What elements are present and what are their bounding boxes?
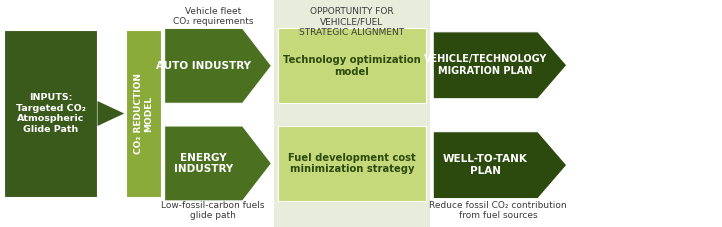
- Polygon shape: [165, 126, 271, 201]
- Text: Low-fossil-carbon fuels
glide path: Low-fossil-carbon fuels glide path: [161, 201, 265, 220]
- Polygon shape: [165, 28, 271, 103]
- Text: VEHICLE/TECHNOLOGY
MIGRATION PLAN: VEHICLE/TECHNOLOGY MIGRATION PLAN: [424, 54, 547, 76]
- Text: Technology optimization
model: Technology optimization model: [283, 55, 421, 77]
- Text: Vehicle fleet
CO₂ requirements: Vehicle fleet CO₂ requirements: [173, 7, 253, 26]
- Text: Fuel development cost
minimization strategy: Fuel development cost minimization strat…: [288, 153, 416, 174]
- Polygon shape: [97, 101, 124, 126]
- Text: WELL-TO-TANK
PLAN: WELL-TO-TANK PLAN: [443, 154, 528, 176]
- Bar: [126, 30, 161, 197]
- Polygon shape: [433, 32, 567, 99]
- Text: ENERGY
INDUSTRY: ENERGY INDUSTRY: [174, 153, 233, 174]
- Text: OPPORTUNITY FOR
VEHICLE/FUEL
STRATEGIC ALIGNMENT: OPPORTUNITY FOR VEHICLE/FUEL STRATEGIC A…: [300, 7, 404, 37]
- Bar: [278, 28, 426, 103]
- Text: CO₂ REDUCTION
MODEL: CO₂ REDUCTION MODEL: [134, 73, 153, 154]
- Bar: [274, 0, 430, 227]
- Text: AUTO INDUSTRY: AUTO INDUSTRY: [156, 61, 251, 71]
- Text: Reduce fossil CO₂ contribution
from fuel sources: Reduce fossil CO₂ contribution from fuel…: [430, 201, 567, 220]
- Bar: [4, 30, 97, 197]
- Bar: [278, 126, 426, 201]
- Text: INPUTS:
Targeted CO₂
Atmospheric
Glide Path: INPUTS: Targeted CO₂ Atmospheric Glide P…: [16, 93, 85, 134]
- Polygon shape: [433, 132, 567, 199]
